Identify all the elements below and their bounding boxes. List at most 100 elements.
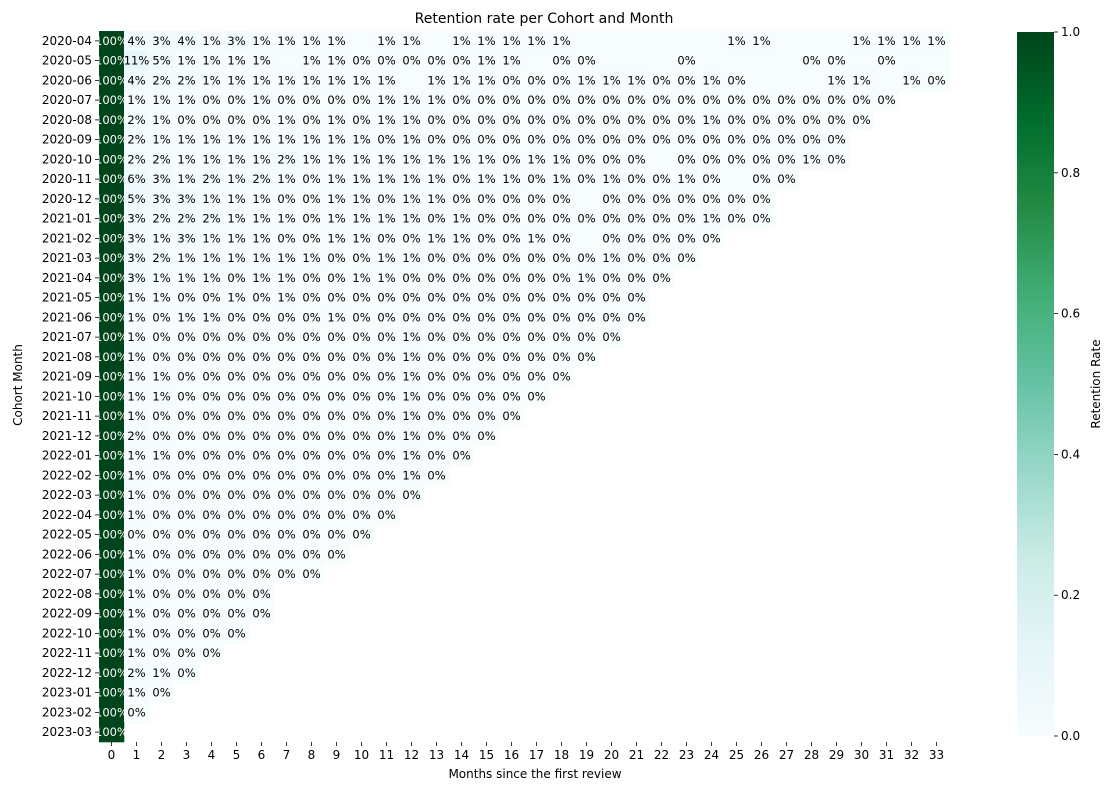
- cell-label: 0%: [502, 113, 520, 127]
- heatmap-cell: [349, 268, 375, 289]
- cell-label: 0%: [427, 291, 445, 305]
- cell-label: 1%: [377, 152, 395, 166]
- cell-label: 3%: [152, 172, 170, 186]
- heatmap-cell: [599, 228, 625, 249]
- heatmap-cell: [149, 485, 175, 506]
- heatmap-cell: [549, 228, 575, 249]
- x-tick-label: 29: [829, 748, 844, 762]
- heatmap-cell: [724, 50, 750, 71]
- cell-label: 0%: [152, 429, 170, 443]
- cell-label: 0%: [452, 172, 470, 186]
- heatmap-cell: [299, 248, 325, 269]
- cell-label: 0%: [502, 409, 520, 423]
- cell-label: 1%: [327, 54, 345, 68]
- heatmap-cell: [824, 110, 850, 131]
- cell-label: 1%: [627, 73, 645, 87]
- cell-label: 0%: [252, 429, 270, 443]
- cell-label: 0%: [527, 370, 545, 384]
- cell-label: 1%: [327, 212, 345, 226]
- y-tick-label: 2020-10: [42, 152, 92, 166]
- heatmap-cell: [499, 149, 525, 170]
- cell-label: 0%: [177, 646, 195, 660]
- heatmap-cell: [174, 70, 200, 91]
- cell-label: 100%: [95, 488, 128, 502]
- cell-label: 1%: [402, 34, 420, 48]
- cell-label: 0%: [552, 113, 570, 127]
- heatmap-cell: [224, 70, 250, 91]
- cell-label: 100%: [95, 567, 128, 581]
- cell-label: 0%: [627, 152, 645, 166]
- heatmap-cell: [374, 110, 400, 131]
- cell-label: 1%: [352, 271, 370, 285]
- cell-label: 0%: [852, 113, 870, 127]
- cell-label: 0%: [277, 547, 295, 561]
- cell-label: 1%: [402, 330, 420, 344]
- cell-label: 1%: [827, 73, 845, 87]
- cell-label: 0%: [577, 251, 595, 265]
- x-tick-label: 33: [929, 748, 944, 762]
- heatmap-cell: [424, 228, 450, 249]
- heatmap-cell: [299, 208, 325, 229]
- heatmap-cell: [199, 169, 225, 190]
- heatmap-cell: [849, 110, 875, 131]
- heatmap-cell: [249, 287, 275, 308]
- heatmap-cell: [99, 663, 125, 684]
- heatmap-cell: [449, 268, 475, 289]
- heatmap-cell: [349, 505, 375, 526]
- heatmap-cell: [499, 70, 525, 91]
- cell-label: 1%: [452, 73, 470, 87]
- cell-label: 1%: [127, 567, 145, 581]
- cell-label: 0%: [752, 113, 770, 127]
- heatmap-cell: [849, 31, 875, 52]
- cell-label: 0%: [202, 93, 220, 107]
- heatmap-cell: [399, 70, 425, 91]
- heatmap-cell: [124, 682, 150, 703]
- cell-label: 3%: [227, 34, 245, 48]
- heatmap-cell: [574, 90, 600, 111]
- heatmap-cell: [124, 347, 150, 368]
- heatmap-cell: [224, 228, 250, 249]
- cell-label: 1%: [327, 192, 345, 206]
- cell-label: 100%: [95, 330, 128, 344]
- cell-label: 0%: [502, 370, 520, 384]
- cell-label: 1%: [702, 212, 720, 226]
- heatmap-cell: [424, 426, 450, 447]
- cell-label: 0%: [577, 310, 595, 324]
- cell-label: 1%: [152, 370, 170, 384]
- cell-label: 0%: [727, 152, 745, 166]
- heatmap-cell: [599, 70, 625, 91]
- cell-label: 0%: [177, 409, 195, 423]
- cell-label: 0%: [252, 607, 270, 621]
- heatmap-cell: [499, 50, 525, 71]
- heatmap-cell: [99, 347, 125, 368]
- heatmap-cell: [524, 129, 550, 150]
- heatmap-cell: [424, 347, 450, 368]
- cell-label: 1%: [277, 271, 295, 285]
- cell-label: 0%: [377, 192, 395, 206]
- cell-label: 0%: [577, 330, 595, 344]
- heatmap-cell: [824, 70, 850, 91]
- heatmap-cell: [124, 248, 150, 269]
- cell-label: 1%: [402, 370, 420, 384]
- heatmap-cell: [99, 50, 125, 71]
- cell-label: 0%: [627, 113, 645, 127]
- heatmap-cell: [224, 90, 250, 111]
- cell-label: 0%: [152, 468, 170, 482]
- heatmap-cell: [424, 208, 450, 229]
- cell-label: 0%: [377, 330, 395, 344]
- cell-label: 1%: [327, 34, 345, 48]
- heatmap-cell: [324, 208, 350, 229]
- cell-label: 0%: [427, 350, 445, 364]
- heatmap-cell: [174, 366, 200, 387]
- heatmap-cell: [249, 347, 275, 368]
- heatmap-cell: [624, 208, 650, 229]
- heatmap-cell: [149, 524, 175, 545]
- heatmap-cell: [374, 268, 400, 289]
- heatmap-cell: [249, 406, 275, 427]
- heatmap-cell: [299, 505, 325, 526]
- cell-label: 1%: [177, 172, 195, 186]
- heatmap-cell: [349, 169, 375, 190]
- heatmap-cell: [324, 544, 350, 565]
- heatmap-cell: [349, 366, 375, 387]
- cell-label: 0%: [277, 508, 295, 522]
